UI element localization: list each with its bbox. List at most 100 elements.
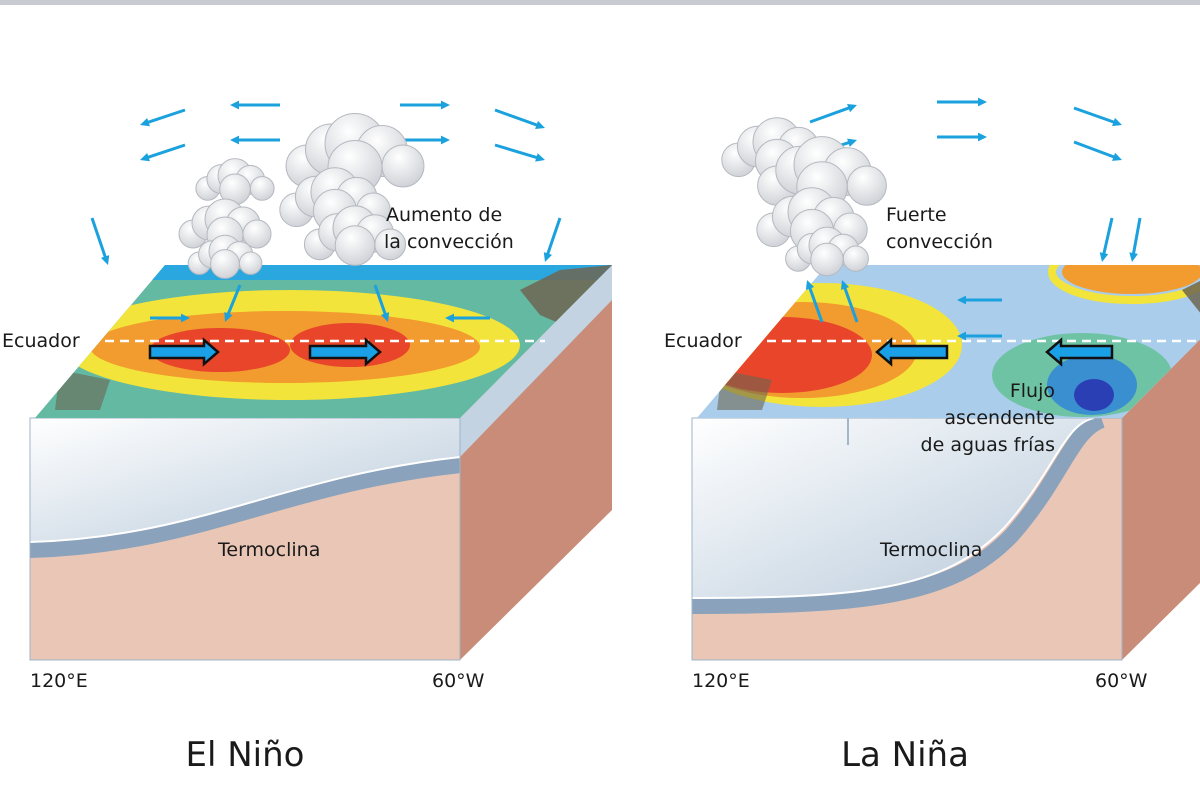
- arrow-head: [543, 252, 553, 262]
- side-water: [460, 265, 612, 457]
- convection-label: la convección: [384, 231, 514, 253]
- wind-arrow: [145, 108, 186, 125]
- convection-label: convección: [886, 231, 993, 253]
- box-side: [1122, 339, 1200, 660]
- arrow-head: [535, 120, 545, 130]
- longitude-label: 60°W: [1095, 670, 1148, 692]
- arrow-head: [380, 312, 390, 322]
- wind-arrow: [1073, 106, 1117, 125]
- sst-red: [150, 328, 290, 372]
- longitude-label: 120°E: [30, 670, 88, 692]
- arrow-head: [977, 132, 987, 142]
- cloud-puff: [846, 165, 887, 206]
- arrow-head: [957, 295, 967, 305]
- cloud: [303, 205, 407, 266]
- arrow-head: [224, 312, 233, 322]
- wind-arrow: [494, 143, 540, 160]
- cloud: [187, 234, 263, 279]
- wind-arrow: [373, 284, 388, 317]
- thermocline: [29, 457, 461, 558]
- thermocline-edge: [691, 417, 1095, 599]
- wind-arrow: [809, 105, 852, 124]
- wind-arrow: [545, 217, 562, 257]
- current-arrow: [308, 337, 382, 367]
- equator-label: Ecuador: [664, 330, 742, 352]
- arrow-head: [1112, 152, 1122, 161]
- wind-arrow: [145, 143, 186, 160]
- upwelling-label: de aguas frías: [921, 434, 1055, 456]
- warm-water: [692, 418, 1090, 599]
- wind-arrow: [807, 285, 824, 323]
- box-side: [460, 265, 612, 660]
- wind-arrow: [1101, 217, 1114, 257]
- arrow-head: [180, 313, 190, 323]
- arrow-head: [535, 153, 545, 162]
- arrow-head: [847, 138, 857, 147]
- el-nino-labels: Ecuador Aumento de la convección Termocl…: [2, 204, 514, 775]
- cloud: [756, 187, 868, 254]
- thermocline-label: Termoclina: [879, 539, 982, 561]
- arrow-head: [230, 100, 240, 110]
- cloud: [279, 167, 391, 234]
- arrow-head: [840, 280, 850, 290]
- thermocline-edge: [29, 456, 461, 543]
- arrow-head: [100, 255, 110, 265]
- cloud: [285, 113, 425, 195]
- land: [55, 370, 110, 410]
- arrow-head: [445, 313, 455, 323]
- sst-deep: [1074, 379, 1114, 411]
- upwelling-label: ascendente: [944, 407, 1055, 429]
- thermocline-label: Termoclina: [217, 539, 320, 561]
- convection-label: Fuerte: [886, 204, 947, 226]
- panel-title: El Niño: [186, 735, 305, 775]
- equator-label: Ecuador: [2, 330, 80, 352]
- panel-title: La Niña: [841, 735, 969, 775]
- wind-arrow: [842, 285, 859, 323]
- cloud: [178, 198, 272, 254]
- window-border: [0, 0, 1200, 5]
- sst-warm-edge: [1048, 265, 1200, 304]
- arrow-head: [1129, 252, 1138, 262]
- cloud-puff: [810, 242, 844, 277]
- arrow-head: [957, 331, 967, 341]
- warm-water: [30, 418, 460, 543]
- arrow-head: [440, 100, 450, 110]
- thermocline: [691, 412, 1106, 614]
- current-arrow: [148, 337, 220, 367]
- upwelling-label: Flujo: [1010, 380, 1055, 402]
- wind-arrow: [1073, 140, 1117, 160]
- wind-arrow: [1131, 217, 1142, 257]
- arrow-head: [1112, 117, 1122, 127]
- wind-arrow: [225, 284, 242, 318]
- cloud-puff: [334, 225, 376, 266]
- arrow-head: [1099, 252, 1109, 262]
- wind-arrow: [90, 217, 108, 260]
- arrow-head: [140, 118, 150, 127]
- cloud: [785, 226, 869, 277]
- sst-red: [697, 317, 872, 393]
- cloud-puff: [210, 249, 240, 279]
- cloud: [195, 158, 275, 206]
- cloud-puff: [238, 251, 263, 275]
- arrow-head: [230, 135, 240, 145]
- wind-arrow: [494, 108, 540, 128]
- arrow-head: [140, 153, 150, 162]
- longitude-label: 120°E: [692, 670, 750, 692]
- arrow-head: [847, 103, 857, 113]
- artwork: [29, 97, 1200, 661]
- sst-cold: [150, 265, 612, 280]
- longitude-label: 60°W: [432, 670, 485, 692]
- sea-surface: [697, 265, 1200, 418]
- arrow-head: [805, 280, 815, 290]
- arrow-head: [977, 97, 987, 107]
- arrow-head: [440, 135, 450, 145]
- current-arrow: [1045, 337, 1114, 367]
- land: [717, 370, 772, 410]
- sst-warm: [1062, 265, 1200, 294]
- current-arrow: [875, 337, 949, 367]
- cloud-puff: [381, 144, 425, 188]
- cloud-puff: [249, 176, 275, 201]
- convection-label: Aumento de: [386, 204, 502, 226]
